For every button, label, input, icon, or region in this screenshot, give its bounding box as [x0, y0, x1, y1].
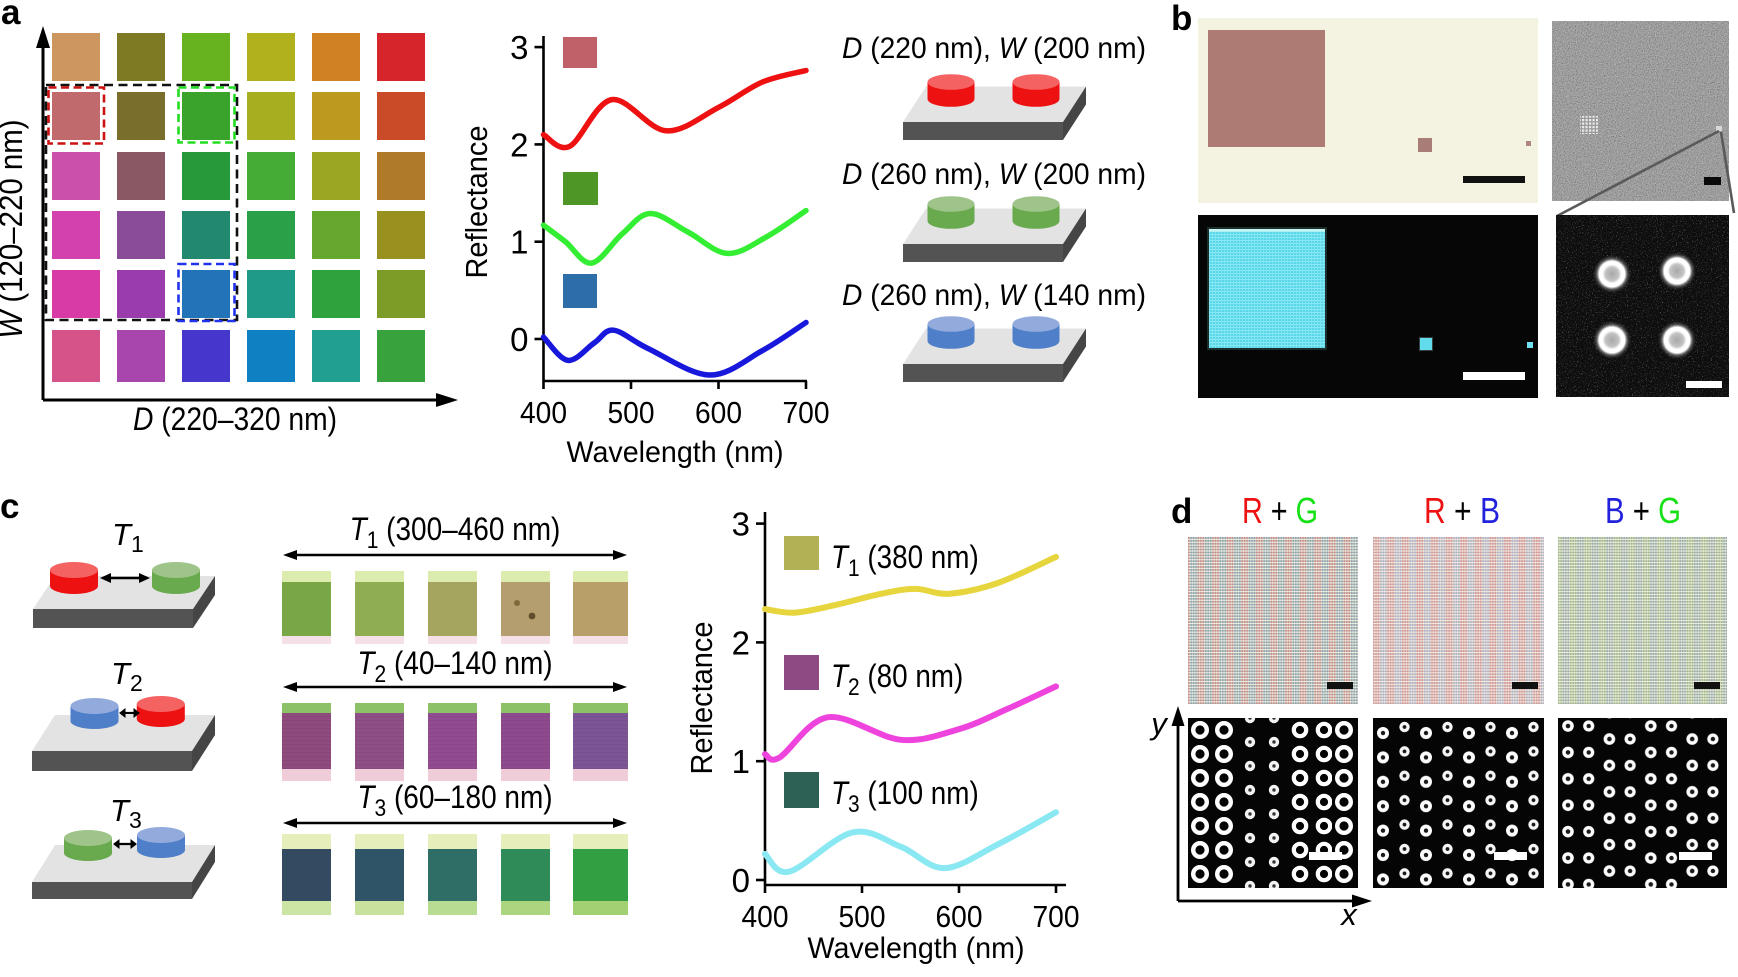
svg-text:500: 500: [608, 395, 655, 430]
svg-text:T1 (300–460 nm): T1 (300–460 nm): [350, 512, 561, 553]
svg-text:x: x: [1339, 897, 1358, 932]
svg-text:700: 700: [1033, 899, 1080, 934]
svg-text:Reflectance: Reflectance: [684, 622, 719, 775]
svg-text:D (220–320 nm): D (220–320 nm): [133, 402, 337, 437]
svg-text:b: b: [1171, 0, 1192, 38]
svg-text:0: 0: [732, 862, 750, 899]
svg-text:600: 600: [695, 395, 742, 430]
svg-text:R + B: R + B: [1424, 490, 1500, 531]
svg-text:T1: T1: [112, 517, 144, 557]
svg-text:D (220 nm), W (200 nm): D (220 nm), W (200 nm): [842, 32, 1146, 65]
svg-text:400: 400: [742, 899, 789, 934]
svg-text:a: a: [1, 0, 21, 32]
svg-text:3: 3: [732, 506, 750, 543]
svg-text:T2 (40–140 nm): T2 (40–140 nm): [357, 646, 552, 687]
svg-text:T1 (380 nm): T1 (380 nm): [831, 540, 979, 581]
svg-text:D (260 nm), W (140 nm): D (260 nm), W (140 nm): [842, 279, 1146, 312]
svg-text:2: 2: [732, 624, 750, 661]
svg-text:D (260 nm), W (200 nm): D (260 nm), W (200 nm): [842, 158, 1146, 191]
svg-text:500: 500: [839, 899, 886, 934]
svg-text:c: c: [0, 487, 19, 526]
svg-text:T3 (60–180 nm): T3 (60–180 nm): [357, 780, 552, 821]
svg-text:1: 1: [510, 224, 528, 261]
svg-text:Wavelength (nm): Wavelength (nm): [567, 436, 784, 469]
svg-text:W (120–220 nm): W (120–220 nm): [0, 119, 29, 338]
svg-text:3: 3: [510, 29, 528, 66]
svg-text:y: y: [1149, 706, 1169, 741]
svg-text:B + G: B + G: [1605, 490, 1681, 531]
svg-text:Wavelength (nm): Wavelength (nm): [808, 932, 1025, 965]
svg-text:T3 (100 nm): T3 (100 nm): [831, 776, 979, 817]
svg-text:d: d: [1171, 492, 1192, 531]
svg-text:1: 1: [732, 743, 750, 780]
svg-text:700: 700: [783, 395, 830, 430]
svg-text:Reflectance: Reflectance: [459, 126, 494, 279]
svg-text:400: 400: [520, 395, 567, 430]
svg-text:2: 2: [510, 126, 528, 163]
svg-text:T2 (80 nm): T2 (80 nm): [831, 659, 963, 700]
svg-text:0: 0: [510, 321, 528, 358]
svg-text:R + G: R + G: [1242, 490, 1318, 531]
svg-text:600: 600: [936, 899, 983, 934]
svg-text:T2: T2: [111, 656, 143, 696]
svg-text:T3: T3: [110, 793, 142, 833]
